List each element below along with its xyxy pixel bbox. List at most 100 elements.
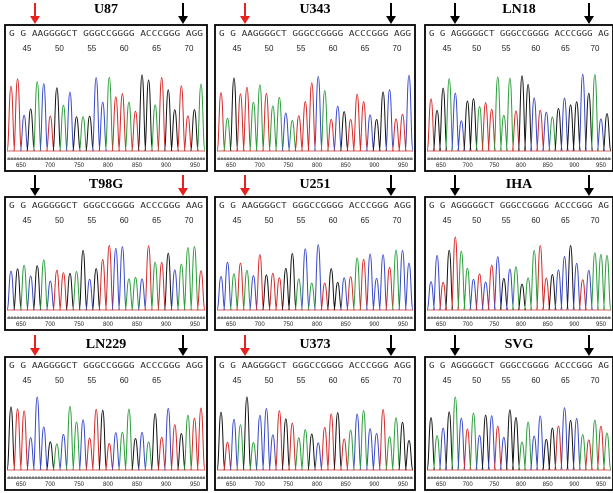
trace-peak <box>523 421 533 471</box>
trace-peak <box>45 441 55 471</box>
trace-peak <box>229 273 239 311</box>
trace-peak <box>517 283 527 311</box>
trace-peak <box>78 419 88 471</box>
scale-label: 750 <box>74 322 85 328</box>
trace-peak <box>39 259 49 311</box>
trace-peak <box>352 93 362 152</box>
trace-peak <box>333 105 343 152</box>
trace-peak <box>517 441 527 471</box>
position-label: 70 <box>393 44 402 53</box>
position-label: 70 <box>591 44 600 53</box>
scale-label: 650 <box>436 163 447 169</box>
position-label: 50 <box>55 216 64 225</box>
trace-peak <box>333 412 343 471</box>
trace-peak <box>163 252 173 311</box>
trace-peak <box>596 425 606 471</box>
trace-peak <box>6 85 16 152</box>
scale-label: 750 <box>74 482 85 488</box>
position-label: 45 <box>233 376 242 385</box>
arrow-head <box>178 16 188 24</box>
trace-peak <box>170 269 180 311</box>
arrow <box>450 3 460 24</box>
trace-peak <box>493 256 503 311</box>
trace-peak <box>111 247 121 311</box>
trace-peak <box>307 282 317 311</box>
trace-peak <box>432 109 442 152</box>
trace-peak <box>144 245 154 311</box>
trace-peak <box>216 275 226 311</box>
scale-label: 800 <box>103 322 114 328</box>
trace-peak <box>378 91 388 152</box>
trace-peak <box>547 274 557 311</box>
scale-label: 750 <box>283 322 294 328</box>
position-label: 45 <box>23 376 32 385</box>
trace-peak <box>352 413 362 471</box>
trace-peak <box>268 434 278 471</box>
scale-label: 900 <box>161 322 172 328</box>
scale-label: 850 <box>543 482 554 488</box>
scale-label: 950 <box>596 163 607 169</box>
trace-peak <box>91 268 101 311</box>
trace-peak <box>511 266 521 311</box>
trace-peak <box>404 262 414 311</box>
trace-peak <box>78 116 88 152</box>
trace-peak <box>475 434 485 471</box>
trace-peak <box>590 252 600 311</box>
trace-peak <box>72 270 82 311</box>
trace-peak <box>235 93 245 152</box>
trace-peak <box>287 422 297 471</box>
position-label: 70 <box>185 216 194 225</box>
trace-peak <box>255 254 265 311</box>
trace-peak <box>268 105 278 152</box>
trace-peak <box>339 438 349 471</box>
trace-peak <box>58 433 68 471</box>
trace-peak <box>566 104 576 152</box>
trace-peak <box>294 115 304 152</box>
trace-peak <box>346 276 356 311</box>
scale-label: 950 <box>398 482 409 488</box>
trace-peak <box>150 261 160 311</box>
sequence: G G AAGGGGCT GGGCCGGGG ACCCGGG AGG <box>219 201 412 210</box>
scale-label: 800 <box>312 322 323 328</box>
trace-peak <box>137 74 147 152</box>
arrow <box>178 175 188 196</box>
trace-peak <box>566 245 576 311</box>
position-label: 55 <box>297 44 306 53</box>
trace-peak <box>183 115 193 152</box>
trace-peak <box>52 87 62 152</box>
trace-peak <box>426 98 436 152</box>
sequence: G G AAGGGGCT GGGCCGGGG ACCCGGG AGG <box>9 361 204 370</box>
scale-label: 750 <box>283 163 294 169</box>
position-label: 45 <box>233 44 242 53</box>
scale-label: 900 <box>369 163 380 169</box>
trace-peak <box>281 267 291 311</box>
arrow <box>240 3 250 24</box>
trace-peak <box>602 255 612 311</box>
arrow-head <box>450 188 460 196</box>
arrow <box>450 335 460 356</box>
trace-peak <box>547 427 557 471</box>
trace-peak <box>176 263 186 311</box>
panel: IHA G G AGGGGGCT GGGCCGGGG ACCCGGG AG 45 50… <box>424 175 613 331</box>
position-label: 60 <box>329 376 338 385</box>
arrow <box>386 335 396 356</box>
trace-peak <box>517 75 527 152</box>
arrow-head <box>386 348 396 356</box>
scale-label: 650 <box>436 322 447 328</box>
trace-peak <box>339 277 349 311</box>
trace-peak <box>359 101 369 152</box>
position-label: 45 <box>443 376 452 385</box>
position-label: 70 <box>591 376 600 385</box>
trace-peak <box>602 432 612 471</box>
trace-peak <box>19 114 29 152</box>
position-label: 45 <box>23 44 32 53</box>
trace-peak <box>183 414 193 471</box>
scale-label: 650 <box>226 482 237 488</box>
trace-peak <box>584 269 594 311</box>
trace-peak <box>13 268 23 311</box>
trace-peak <box>456 250 466 311</box>
trace-peak <box>248 101 258 152</box>
trace-peak <box>13 408 23 471</box>
